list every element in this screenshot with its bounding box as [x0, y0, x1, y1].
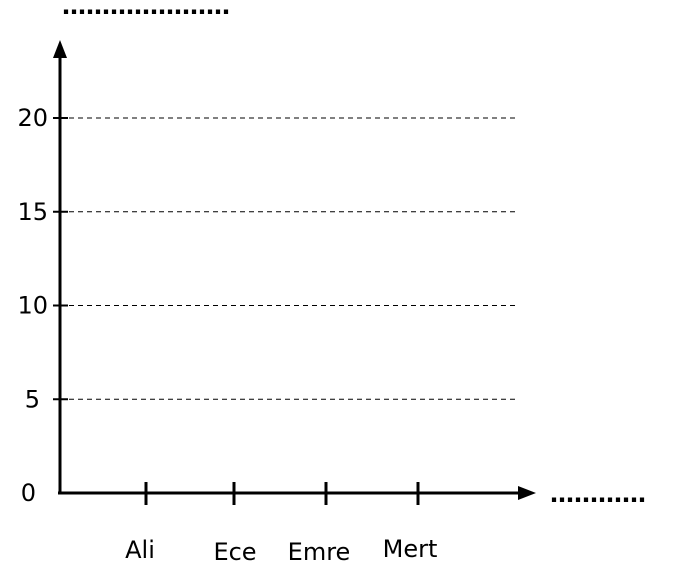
x-tick-label: Ece: [213, 538, 256, 564]
y-axis-arrow-icon: [53, 40, 67, 58]
x-tick-label: Ali: [125, 536, 155, 564]
y-tick-label: 0: [21, 479, 36, 507]
x-axis-arrow-icon: [518, 486, 536, 500]
chart-title: …………………: [62, 0, 230, 20]
x-axis-label: …………: [550, 480, 646, 508]
y-tick-label: 10: [17, 292, 48, 320]
x-tick-label: Mert: [383, 535, 438, 563]
y-axis-ticks: 0 5 10 15 20: [17, 104, 68, 507]
y-tick-label: 5: [25, 385, 40, 413]
x-tick-label: Emre: [288, 538, 351, 564]
y-tick-label: 15: [17, 198, 48, 226]
x-axis-ticks: Ali Ece Emre Mert: [125, 482, 438, 566]
y-tick-label: 20: [17, 104, 48, 132]
grid-lines: [60, 117, 515, 400]
